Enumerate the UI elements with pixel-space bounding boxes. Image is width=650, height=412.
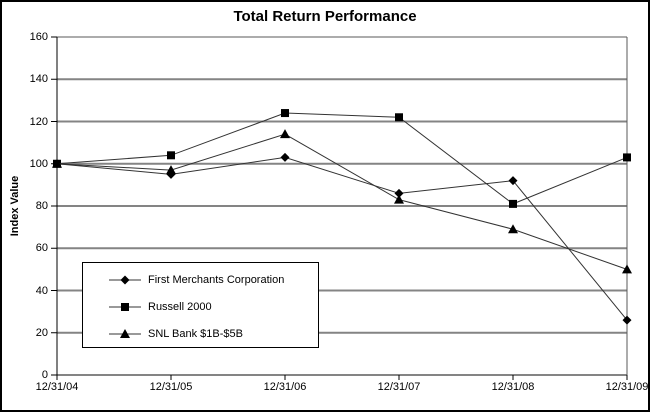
legend-entry: Russell 2000	[109, 294, 318, 320]
diamond-marker	[394, 188, 404, 198]
chart-title: Total Return Performance	[233, 8, 417, 25]
y-tick-label: 20	[35, 326, 48, 339]
series-line-triangle	[56, 133, 628, 270]
square-marker	[167, 151, 175, 160]
x-tick-label: 12/31/07	[377, 381, 421, 393]
y-tick-label: 160	[29, 31, 48, 43]
triangle-marker	[622, 264, 632, 274]
triangle-marker	[280, 129, 290, 139]
series-line-square	[56, 112, 628, 205]
x-tick-label: 12/31/06	[263, 381, 307, 393]
diamond-legend-marker-icon	[109, 275, 141, 284]
square-legend-marker-icon	[109, 302, 141, 311]
y-tick-label: 100	[29, 157, 48, 170]
legend: First Merchants Corporation Russell 2000 S…	[82, 262, 319, 348]
x-tick-label: 12/31/08	[491, 381, 535, 393]
x-tick-label: 12/31/09	[605, 381, 649, 393]
triangle-marker	[508, 224, 518, 234]
x-tick-label: 12/31/05	[149, 381, 193, 393]
square-marker	[623, 153, 631, 162]
legend-entry: SNL Bank $1B-$5B	[109, 321, 318, 347]
diamond-marker	[622, 315, 632, 325]
diamond-marker	[280, 152, 290, 162]
legend-entry-label: SNL Bank $1B-$5B	[148, 327, 243, 340]
y-tick-label: 80	[35, 200, 48, 212]
triangle-legend-marker-icon	[109, 328, 141, 338]
legend-entry-label: First Merchants Corporation	[148, 273, 285, 286]
triangle-marker	[166, 165, 176, 175]
diamond-marker	[508, 176, 518, 186]
y-tick-label: 0	[41, 369, 48, 381]
legend-entry-label: Russell 2000	[148, 300, 212, 313]
y-tick-label: 40	[35, 284, 48, 297]
triangle-marker	[394, 194, 404, 204]
square-marker	[509, 199, 517, 208]
y-tick-label: 120	[29, 115, 48, 128]
x-tick-label: 12/31/04	[35, 381, 79, 393]
series-line-diamond	[56, 156, 628, 321]
y-tick-label: 140	[29, 73, 48, 86]
legend-entry: First Merchants Corporation	[109, 267, 318, 293]
y-tick-label: 60	[35, 242, 48, 255]
square-marker	[281, 109, 289, 118]
square-marker	[395, 113, 403, 122]
triangle-marker	[52, 158, 62, 168]
